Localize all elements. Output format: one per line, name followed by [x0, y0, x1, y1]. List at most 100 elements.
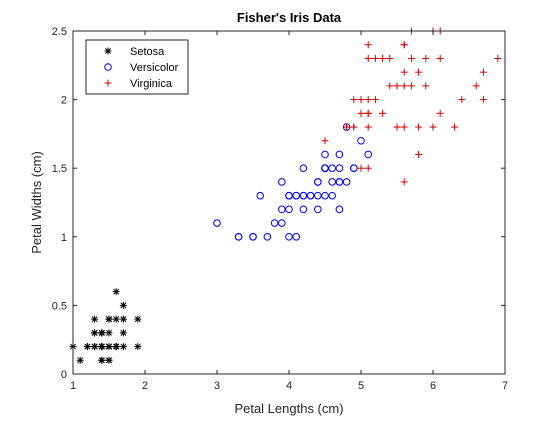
data-point-versicolor — [299, 164, 308, 172]
legend-label: Virginica — [130, 78, 173, 90]
data-point-virginica — [415, 150, 423, 158]
data-point-virginica — [479, 68, 487, 76]
data-point-virginica — [400, 178, 408, 186]
data-point-versicolor — [263, 233, 272, 241]
legend-marker-versicolor — [104, 63, 112, 71]
data-point-setosa — [105, 329, 113, 337]
y-axis: 0 0.5 1 1.5 2 2.5 — [52, 26, 505, 381]
y-axis-label: Petal Widths (cm) — [29, 151, 44, 254]
data-point-setosa — [105, 343, 113, 351]
series-versicolor — [213, 123, 373, 241]
data-point-setosa — [105, 356, 113, 364]
x-axis: 1 2 3 4 5 6 7 — [70, 31, 508, 392]
data-point-virginica — [364, 41, 372, 49]
data-point-setosa — [112, 343, 120, 351]
data-point-virginica — [343, 123, 351, 131]
data-point-setosa — [105, 315, 113, 323]
data-point-virginica — [386, 82, 394, 90]
data-point-setosa — [119, 301, 127, 309]
data-point-virginica — [357, 164, 365, 172]
data-point-versicolor — [306, 191, 315, 200]
data-point-virginica — [371, 54, 379, 62]
legend-box — [85, 39, 189, 95]
x-tick-label: 3 — [214, 380, 220, 392]
data-point-virginica — [479, 96, 487, 104]
data-point-versicolor — [314, 191, 322, 200]
data-point-setosa — [134, 315, 142, 323]
data-point-setosa — [134, 343, 142, 351]
data-point-versicolor — [299, 205, 308, 214]
data-point-setosa — [76, 356, 84, 364]
series-setosa — [69, 288, 142, 364]
data-point-virginica — [451, 123, 459, 131]
data-point-virginica — [393, 82, 401, 90]
legend-entry-virginica: Virginica — [104, 78, 173, 90]
data-point-virginica — [350, 96, 358, 104]
legend-marker-setosa — [104, 47, 112, 55]
data-point-setosa — [91, 329, 99, 337]
data-point-virginica — [379, 109, 387, 117]
x-tick-label: 5 — [358, 380, 364, 392]
data-points — [69, 27, 502, 364]
data-point-setosa — [119, 343, 127, 351]
data-point-setosa — [98, 329, 106, 337]
data-point-versicolor — [364, 150, 373, 159]
data-point-virginica — [400, 123, 408, 131]
data-point-versicolor — [314, 205, 322, 214]
data-point-versicolor — [357, 136, 365, 145]
data-point-virginica — [393, 123, 401, 131]
x-tick-label: 7 — [502, 380, 508, 392]
data-point-virginica — [429, 123, 437, 131]
data-point-versicolor — [285, 233, 293, 241]
data-point-virginica — [400, 41, 408, 49]
legend-entry-setosa: Setosa — [104, 46, 165, 58]
data-point-virginica — [422, 54, 430, 62]
data-point-virginica — [364, 164, 372, 172]
data-point-setosa — [91, 315, 99, 323]
data-point-virginica — [364, 96, 372, 104]
data-point-versicolor — [321, 164, 329, 172]
data-point-versicolor — [256, 191, 265, 200]
y-tick-label: 2.5 — [52, 26, 67, 38]
data-point-versicolor — [321, 191, 329, 200]
data-point-virginica — [321, 137, 329, 145]
data-point-virginica — [400, 68, 408, 76]
legend-entry-versicolor: Versicolor — [104, 62, 179, 74]
y-tick-label: 0 — [61, 369, 67, 381]
data-point-versicolor — [328, 178, 337, 186]
data-point-setosa — [83, 343, 91, 351]
data-point-versicolor — [278, 219, 286, 227]
data-point-virginica — [400, 82, 408, 90]
y-tick-label: 0.5 — [52, 300, 67, 312]
data-point-versicolor — [335, 205, 344, 214]
data-point-virginica — [494, 54, 502, 62]
data-point-versicolor — [335, 164, 344, 172]
data-point-versicolor — [292, 191, 301, 200]
data-point-setosa — [119, 315, 127, 323]
data-point-virginica — [364, 54, 372, 62]
data-point-versicolor — [328, 191, 337, 200]
y-tick-label: 1 — [61, 232, 67, 244]
data-point-versicolor — [249, 233, 257, 241]
data-point-virginica — [436, 54, 444, 62]
data-point-virginica — [407, 82, 415, 90]
data-point-virginica — [407, 54, 415, 62]
x-tick-label: 6 — [430, 380, 436, 392]
data-point-versicolor — [350, 164, 358, 172]
data-point-versicolor — [270, 219, 279, 227]
data-point-virginica — [357, 96, 365, 104]
data-point-setosa — [91, 343, 99, 351]
x-tick-label: 1 — [70, 380, 76, 392]
data-point-versicolor — [314, 178, 322, 186]
data-point-versicolor — [292, 233, 301, 241]
data-point-versicolor — [285, 205, 293, 214]
data-point-virginica — [472, 82, 480, 90]
data-point-versicolor — [278, 205, 286, 214]
x-tick-label: 4 — [286, 380, 292, 392]
legend-label: Setosa — [130, 46, 165, 58]
data-point-setosa — [112, 288, 120, 296]
data-point-versicolor — [342, 178, 351, 186]
data-point-versicolor — [213, 219, 221, 227]
data-point-virginica — [364, 123, 372, 131]
